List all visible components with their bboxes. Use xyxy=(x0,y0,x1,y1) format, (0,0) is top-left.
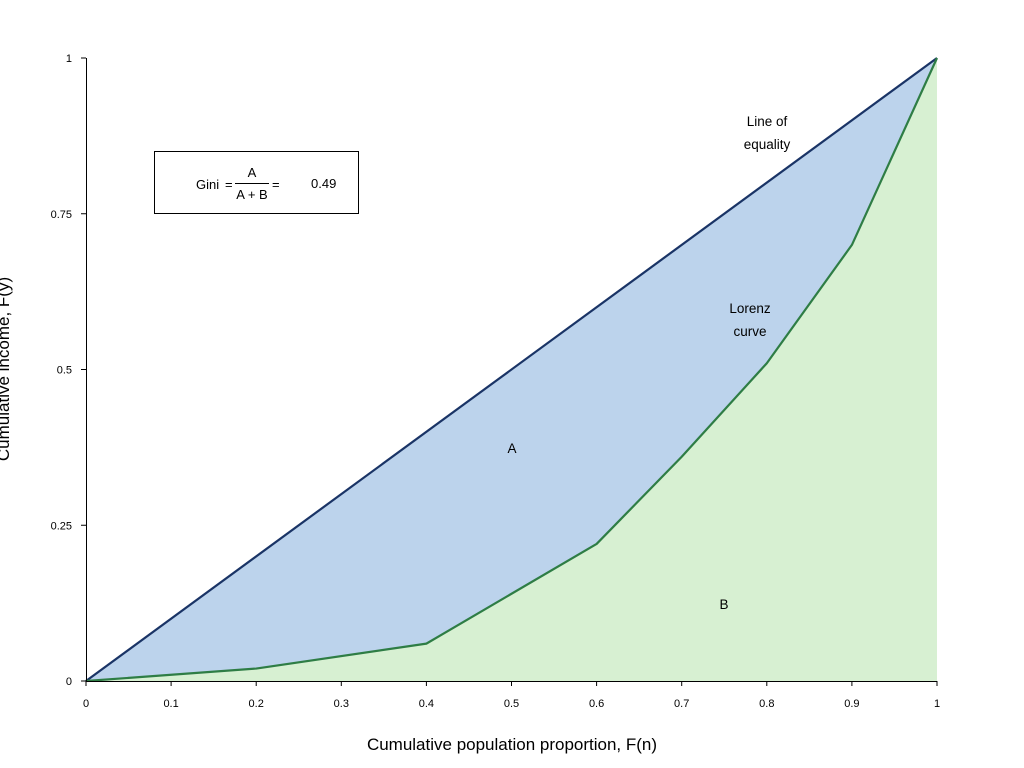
x-tick-label: 0.9 xyxy=(844,698,859,710)
y-tick-label: 0.75 xyxy=(51,209,72,221)
lorenz-annotation-line1: Lorenz xyxy=(729,301,771,316)
lorenz-annotation-line2: curve xyxy=(733,324,766,339)
x-axis-title: Cumulative population proportion, F(n) xyxy=(367,735,657,754)
x-tick-label: 0 xyxy=(83,698,89,710)
series-line-of-equality xyxy=(85,57,938,682)
equality-annotation-line2: equality xyxy=(744,137,791,152)
axes: 0 0.1 0.2 0.3 0.4 0.5 0.6 0.7 0.8 0.9 1 0 0.25 0.5 0.7… xyxy=(51,53,940,710)
y-tick-label: 0.25 xyxy=(51,520,72,532)
gini-label: Gini xyxy=(196,177,219,192)
x-tick-label: 0.8 xyxy=(759,698,774,710)
x-tick-label: 0.2 xyxy=(249,698,264,710)
y-axis-title: Cumulative income, F(y) xyxy=(0,277,13,461)
region-label-b: B xyxy=(719,597,728,612)
x-tick-label: 0.4 xyxy=(419,698,434,710)
y-tick-label: 0.5 xyxy=(57,365,72,377)
region-labels: A B Line of equality Lorenz curve xyxy=(507,114,790,612)
gini-value: 0.49 xyxy=(311,176,336,191)
y-tick-label: 0 xyxy=(66,676,72,688)
equality-annotation-line1: Line of xyxy=(747,114,788,129)
region-b xyxy=(86,58,937,681)
gini-equals-1: = xyxy=(225,177,233,192)
gini-box-border xyxy=(154,151,359,214)
series-lorenz-curve xyxy=(85,57,939,683)
lines xyxy=(85,57,939,683)
y-tick-label: 1 xyxy=(66,53,72,65)
gini-numerator: A xyxy=(248,165,257,180)
x-tick-label: 0.7 xyxy=(674,698,689,710)
gini-denominator: A + B xyxy=(236,187,267,202)
x-tick-label: 0.5 xyxy=(504,698,519,710)
x-tick-label: 0.1 xyxy=(163,698,178,710)
gini-formula-box: Gini = A A + B = 0.49 xyxy=(154,151,359,214)
gini-equals-2: = xyxy=(272,177,280,192)
x-tick-label: 1 xyxy=(934,698,940,710)
x-tick-label: 0.6 xyxy=(589,698,604,710)
x-tick-label: 0.3 xyxy=(334,698,349,710)
region-label-a: A xyxy=(507,441,516,456)
